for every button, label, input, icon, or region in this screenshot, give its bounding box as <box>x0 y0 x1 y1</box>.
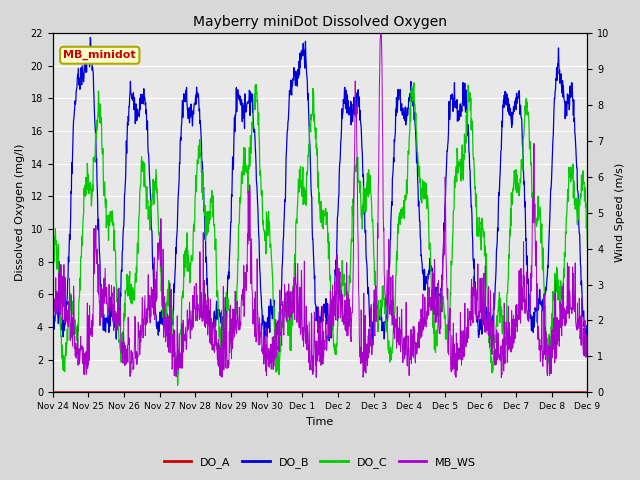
X-axis label: Time: Time <box>307 417 333 427</box>
Legend: DO_A, DO_B, DO_C, MB_WS: DO_A, DO_B, DO_C, MB_WS <box>159 452 481 472</box>
Title: Mayberry miniDot Dissolved Oxygen: Mayberry miniDot Dissolved Oxygen <box>193 15 447 29</box>
Y-axis label: Wind Speed (m/s): Wind Speed (m/s) <box>615 163 625 262</box>
Text: MB_minidot: MB_minidot <box>63 50 136 60</box>
Y-axis label: Dissolved Oxygen (mg/l): Dissolved Oxygen (mg/l) <box>15 144 25 281</box>
